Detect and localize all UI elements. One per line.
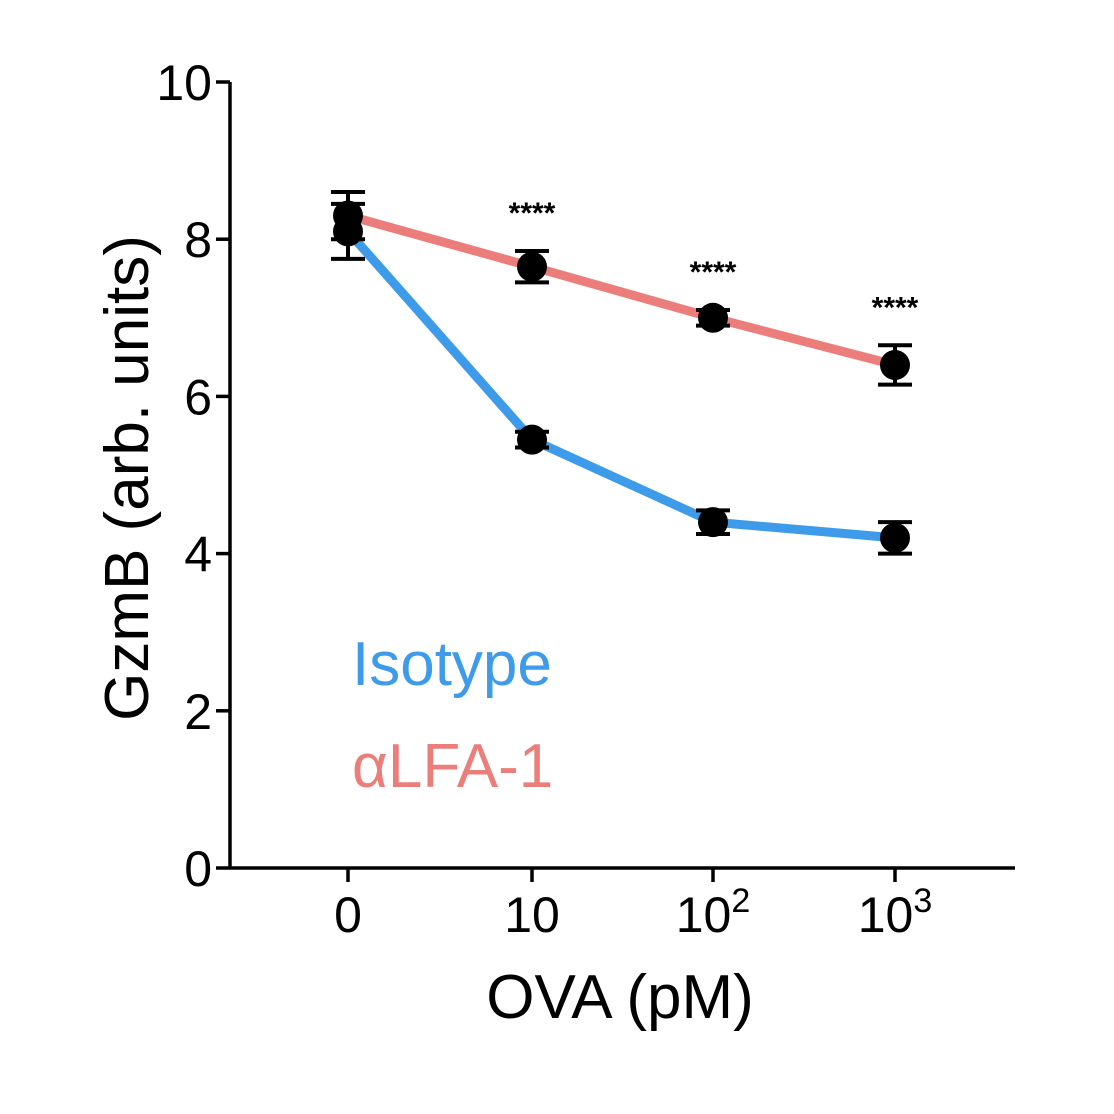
significance-label: **** [690, 256, 737, 289]
y-axis-title: GzmB (arb. units) [93, 235, 162, 721]
data-point [333, 200, 363, 231]
series-layer [331, 190, 912, 556]
axes: 0 2 4 6 8 10 0 10 102 103 [156, 55, 1015, 943]
legend: Isotype αLFA-1 [352, 630, 553, 801]
x-axis-title: OVA (pM) [486, 963, 754, 1032]
data-point [880, 349, 910, 380]
significance-label: **** [509, 197, 556, 230]
series-line-1 [343, 211, 900, 370]
x-tick-label: 10 [504, 887, 560, 943]
legend-label-alfa1: αLFA-1 [352, 732, 553, 801]
y-tick-label: 4 [184, 527, 212, 583]
data-point [698, 507, 728, 538]
x-tick-label: 0 [334, 887, 362, 943]
x-tick-label: 102 [676, 882, 751, 943]
data-point [517, 251, 547, 282]
data-point [517, 424, 547, 455]
y-tick-label: 0 [184, 841, 212, 897]
data-point [698, 302, 728, 333]
legend-label-isotype: Isotype [352, 630, 552, 699]
y-tick-label: 6 [184, 369, 212, 425]
y-tick-label: 2 [184, 684, 212, 740]
annotation-layer: **** **** **** [509, 197, 919, 324]
series-line-0 [343, 226, 900, 543]
data-point [880, 522, 910, 553]
y-tick-label: 8 [184, 212, 212, 268]
x-tick-label: 103 [858, 882, 933, 943]
significance-label: **** [872, 291, 919, 324]
y-tick-label: 10 [156, 55, 212, 111]
